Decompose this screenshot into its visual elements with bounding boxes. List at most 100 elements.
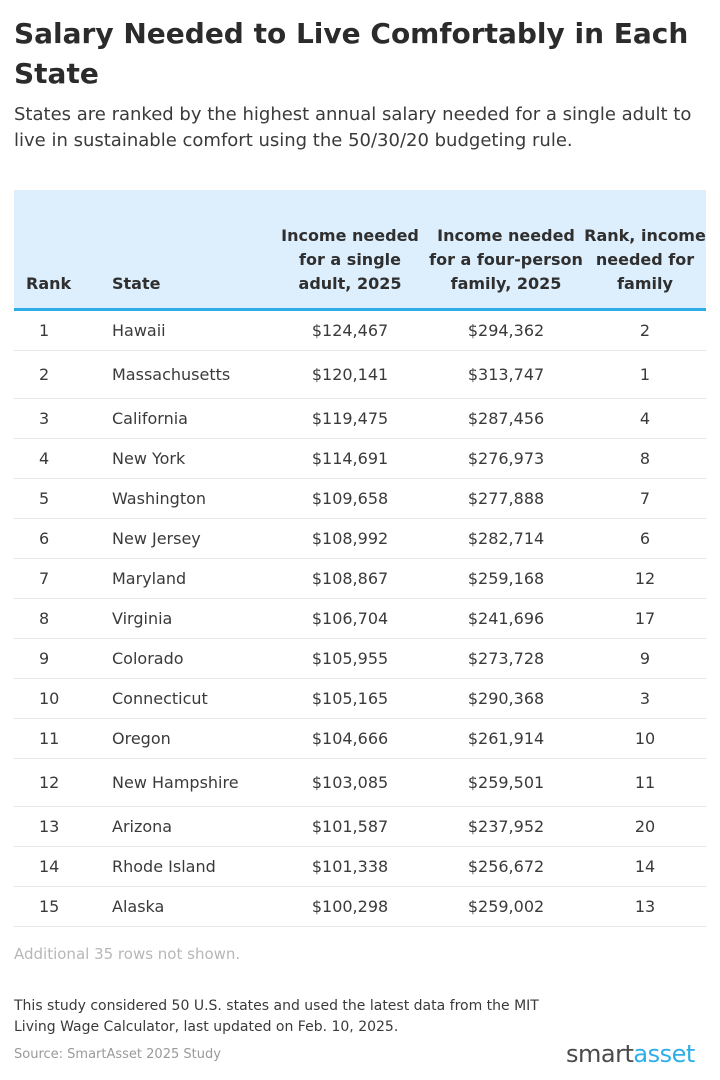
cell-state: New Hampshire	[110, 758, 272, 807]
column-header-rank: Rank	[14, 190, 110, 311]
cell-family-income: $277,888	[428, 478, 584, 519]
cell-single-adult-income: $109,658	[272, 478, 428, 519]
logo-text-smart: smart	[566, 1040, 634, 1068]
rows-not-shown-note: Additional 35 rows not shown.	[14, 945, 241, 963]
cell-family-income: $294,362	[428, 309, 584, 351]
cell-single-adult-income: $106,704	[272, 598, 428, 639]
table-row: 15 Alaska $100,298 $259,002 13	[14, 886, 706, 927]
cell-rank: 1	[14, 309, 110, 351]
table-body: 1 Hawaii $124,467 $294,362 2 2 Massachusetts $1…	[14, 309, 706, 927]
cell-family-income: $259,501	[428, 758, 584, 807]
cell-rank: 4	[14, 438, 110, 479]
data-table-container: Rank State Income needed for a single ad…	[14, 190, 706, 927]
cell-family-income: $276,973	[428, 438, 584, 479]
cell-rank: 11	[14, 718, 110, 759]
table-row: 7 Maryland $108,867 $259,168 12	[14, 558, 706, 599]
cell-single-adult-income: $101,587	[272, 806, 428, 847]
cell-rank: 9	[14, 638, 110, 679]
cell-rank: 13	[14, 806, 110, 847]
table-row: 9 Colorado $105,955 $273,728 9	[14, 638, 706, 679]
cell-family-income: $259,168	[428, 558, 584, 599]
cell-family-rank: 7	[584, 478, 706, 519]
cell-state: Colorado	[110, 638, 272, 679]
cell-family-rank: 13	[584, 886, 706, 927]
table-row: 4 New York $114,691 $276,973 8	[14, 438, 706, 479]
cell-state: Connecticut	[110, 678, 272, 719]
cell-rank: 14	[14, 846, 110, 887]
cell-state: Virginia	[110, 598, 272, 639]
cell-family-rank: 2	[584, 309, 706, 351]
column-header-family-income: Income needed for a four-person family, …	[428, 190, 584, 311]
table-row: 10 Connecticut $105,165 $290,368 3	[14, 678, 706, 719]
cell-single-adult-income: $103,085	[272, 758, 428, 807]
cell-family-income: $237,952	[428, 806, 584, 847]
cell-family-rank: 10	[584, 718, 706, 759]
cell-rank: 10	[14, 678, 110, 719]
cell-family-income: $261,914	[428, 718, 584, 759]
cell-family-income: $256,672	[428, 846, 584, 887]
cell-rank: 8	[14, 598, 110, 639]
cell-family-rank: 1	[584, 350, 706, 399]
cell-family-rank: 8	[584, 438, 706, 479]
cell-rank: 2	[14, 350, 110, 399]
cell-family-rank: 9	[584, 638, 706, 679]
cell-single-adult-income: $100,298	[272, 886, 428, 927]
table-row: 11 Oregon $104,666 $261,914 10	[14, 718, 706, 759]
data-table: Rank State Income needed for a single ad…	[14, 190, 706, 927]
table-row: 13 Arizona $101,587 $237,952 20	[14, 806, 706, 847]
table-row: 1 Hawaii $124,467 $294,362 2	[14, 309, 706, 351]
logo-text-asset: asset	[633, 1040, 695, 1068]
cell-state: Hawaii	[110, 309, 272, 351]
cell-state: Massachusetts	[110, 350, 272, 399]
table-row: 6 New Jersey $108,992 $282,714 6	[14, 518, 706, 559]
cell-state: Washington	[110, 478, 272, 519]
cell-family-rank: 17	[584, 598, 706, 639]
smartasset-logo: smartasset	[566, 1040, 695, 1068]
cell-state: Oregon	[110, 718, 272, 759]
cell-family-rank: 6	[584, 518, 706, 559]
chart-subtitle: States are ranked by the highest annual …	[14, 104, 692, 151]
cell-state: Rhode Island	[110, 846, 272, 887]
table-row: 14 Rhode Island $101,338 $256,672 14	[14, 846, 706, 887]
column-header-state: State	[110, 190, 272, 311]
cell-family-rank: 3	[584, 678, 706, 719]
cell-family-income: $287,456	[428, 398, 584, 439]
cell-single-adult-income: $105,165	[272, 678, 428, 719]
cell-state: Maryland	[110, 558, 272, 599]
chart-title: Salary Needed to Live Comfortably in Eac…	[14, 17, 689, 90]
cell-family-rank: 11	[584, 758, 706, 807]
cell-rank: 15	[14, 886, 110, 927]
cell-rank: 12	[14, 758, 110, 807]
table-row: 5 Washington $109,658 $277,888 7	[14, 478, 706, 519]
cell-rank: 7	[14, 558, 110, 599]
cell-family-income: $290,368	[428, 678, 584, 719]
methodology-footnote: This study considered 50 U.S. states and…	[14, 998, 539, 1035]
cell-single-adult-income: $108,867	[272, 558, 428, 599]
cell-single-adult-income: $124,467	[272, 309, 428, 351]
cell-single-adult-income: $108,992	[272, 518, 428, 559]
cell-family-income: $313,747	[428, 350, 584, 399]
cell-state: Alaska	[110, 886, 272, 927]
cell-family-rank: 4	[584, 398, 706, 439]
cell-family-rank: 20	[584, 806, 706, 847]
table-row: 8 Virginia $106,704 $241,696 17	[14, 598, 706, 639]
cell-single-adult-income: $119,475	[272, 398, 428, 439]
cell-state: California	[110, 398, 272, 439]
cell-family-income: $282,714	[428, 518, 584, 559]
cell-state: New Jersey	[110, 518, 272, 559]
cell-rank: 3	[14, 398, 110, 439]
cell-single-adult-income: $101,338	[272, 846, 428, 887]
cell-rank: 5	[14, 478, 110, 519]
table-row: 3 California $119,475 $287,456 4	[14, 398, 706, 439]
cell-single-adult-income: $105,955	[272, 638, 428, 679]
cell-family-rank: 14	[584, 846, 706, 887]
column-header-single-adult-income: Income needed for a single adult, 2025	[272, 190, 428, 311]
table-row: 12 New Hampshire $103,085 $259,501 11	[14, 758, 706, 807]
cell-state: Arizona	[110, 806, 272, 847]
cell-family-income: $241,696	[428, 598, 584, 639]
source-label: Source: SmartAsset 2025 Study	[14, 1047, 221, 1062]
cell-family-income: $259,002	[428, 886, 584, 927]
cell-single-adult-income: $120,141	[272, 350, 428, 399]
column-header-family-rank: Rank, income needed for family	[584, 190, 706, 311]
cell-family-income: $273,728	[428, 638, 584, 679]
